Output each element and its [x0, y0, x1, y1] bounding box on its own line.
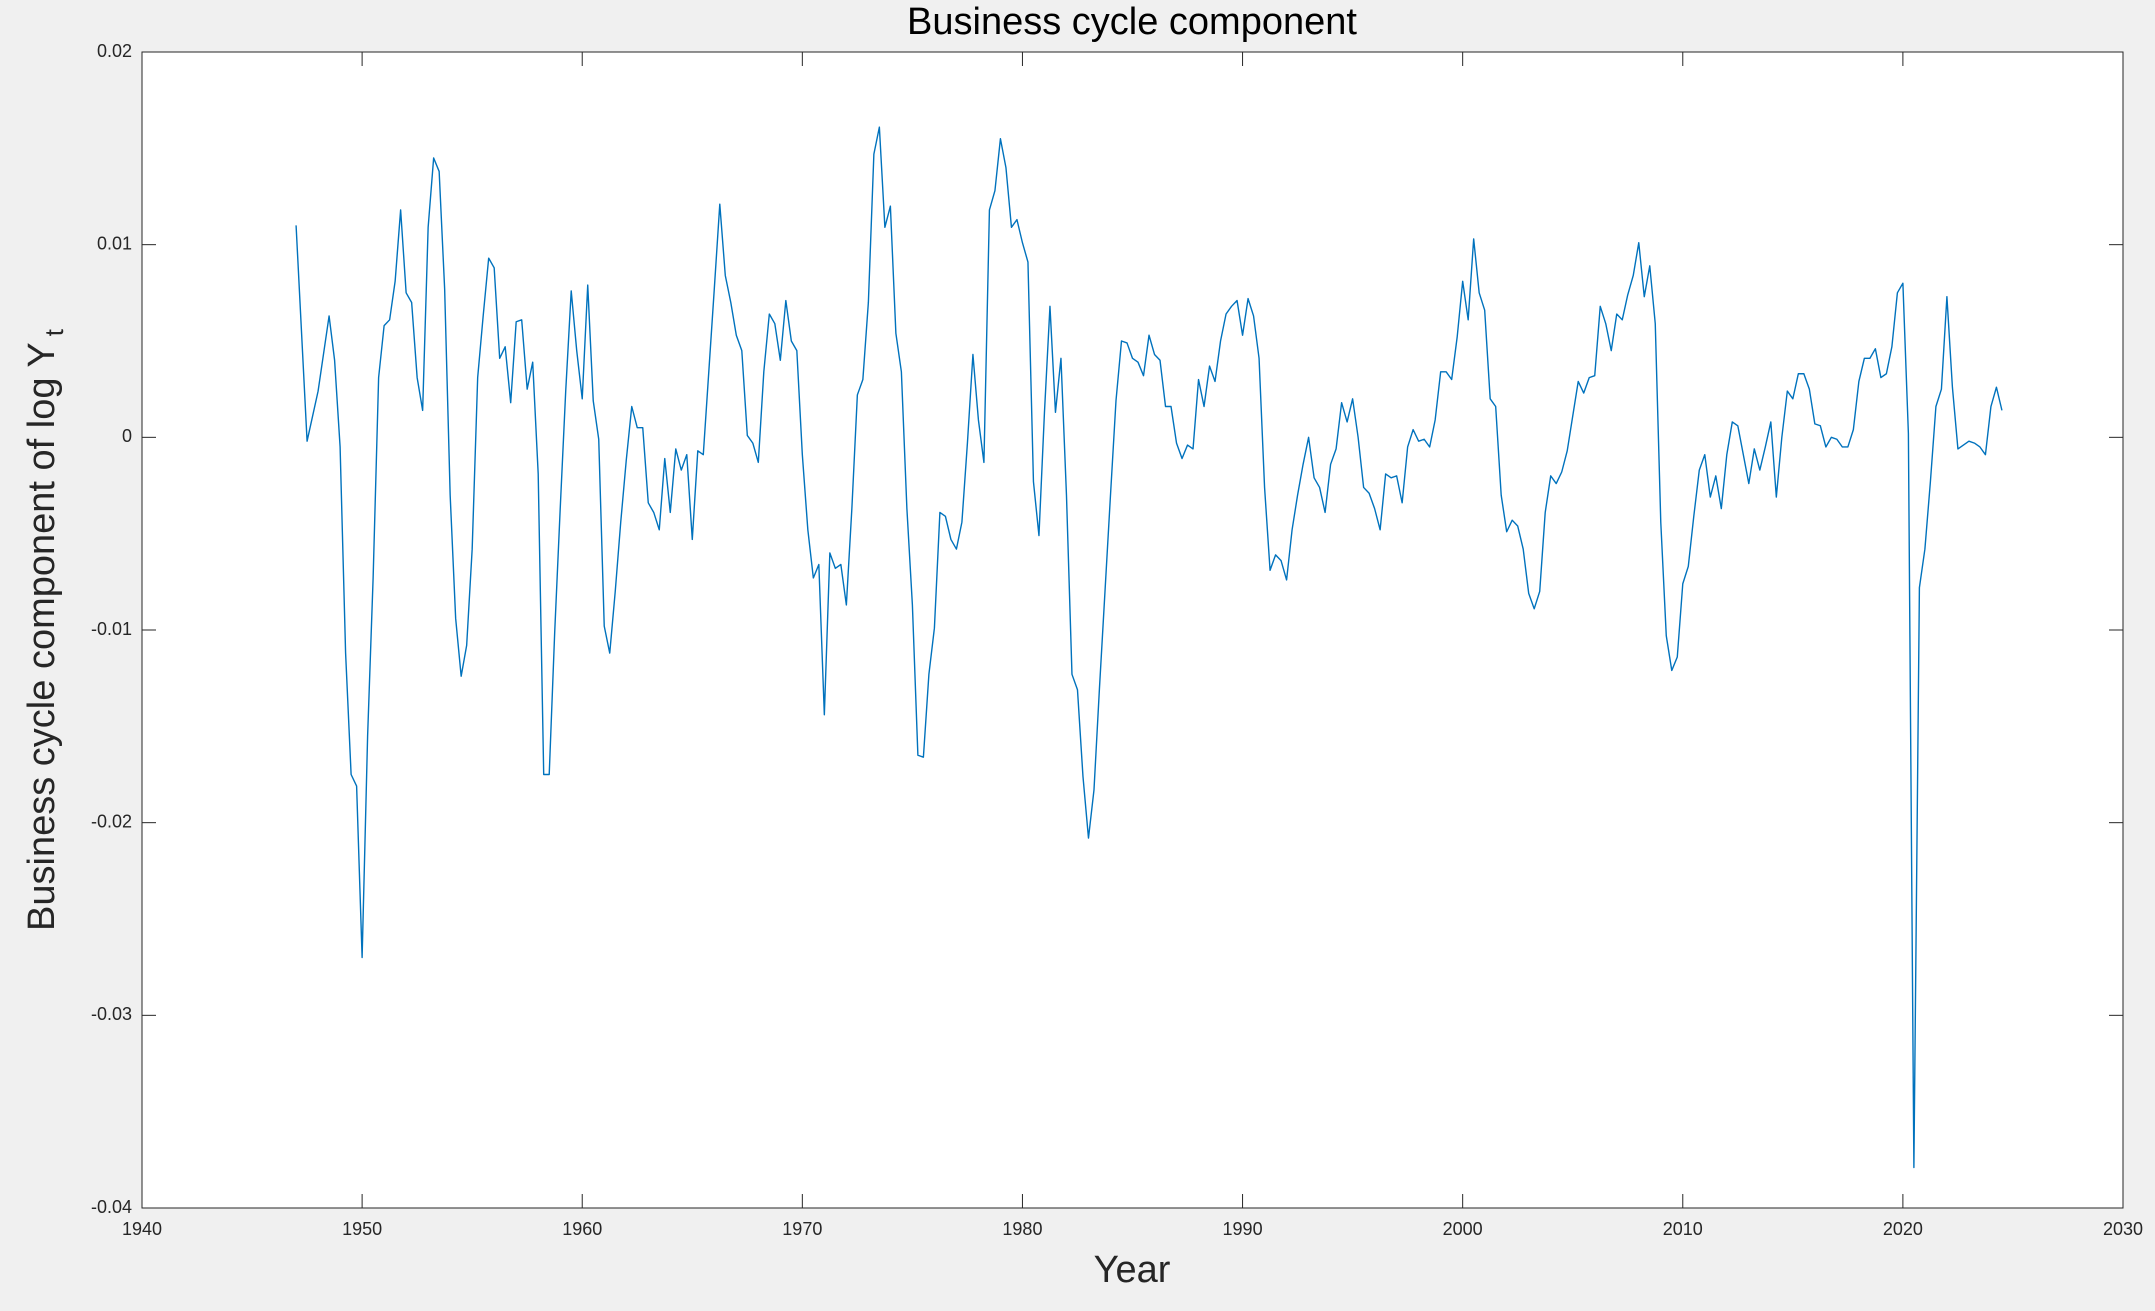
x-tick-label: 1940 — [122, 1219, 162, 1239]
y-axis-label-subscript: t — [39, 328, 69, 336]
y-tick-label: -0.03 — [91, 1004, 132, 1024]
x-tick-label: 1990 — [1223, 1219, 1263, 1239]
x-tick-label: 2000 — [1443, 1219, 1483, 1239]
y-tick-label: 0 — [122, 426, 132, 446]
data-line — [295, 126, 2003, 1169]
y-tick-label: 0.02 — [97, 41, 132, 61]
x-tick-label: 1950 — [342, 1219, 382, 1239]
x-tick-label: 1980 — [1002, 1219, 1042, 1239]
chart-title: Business cycle component — [907, 1, 1357, 43]
x-tick-label: 2020 — [1883, 1219, 1923, 1239]
y-tick-label: -0.04 — [91, 1197, 132, 1217]
plot-area — [142, 52, 2123, 1208]
y-axis-label: Business cycle component of log Y t — [21, 328, 69, 931]
x-tick-label: 2030 — [2103, 1219, 2143, 1239]
y-tick-label: -0.02 — [91, 811, 132, 831]
x-tick-label: 1970 — [782, 1219, 822, 1239]
x-axis-label: Year — [1094, 1249, 1171, 1291]
y-axis-label-main: Business cycle component of log Y — [21, 342, 63, 931]
x-tick-label: 1960 — [562, 1219, 602, 1239]
y-tick-label: 0.01 — [97, 233, 132, 253]
x-tick-label: 2010 — [1663, 1219, 1703, 1239]
y-tick-label: -0.01 — [91, 619, 132, 639]
axes-box — [141, 51, 2124, 1209]
